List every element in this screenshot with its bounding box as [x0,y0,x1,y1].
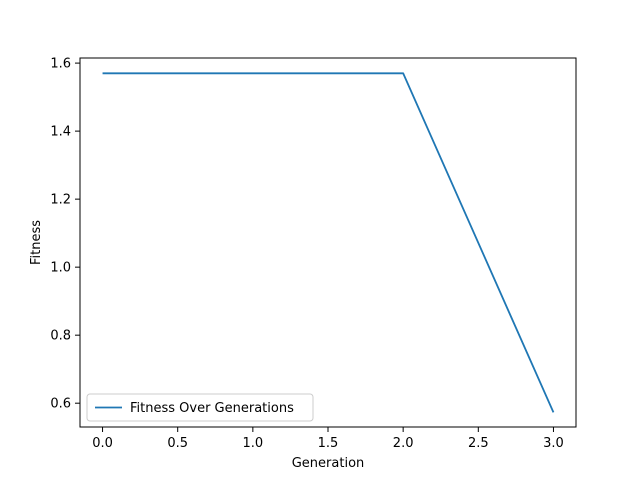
legend-box [86,393,314,422]
x-tick-label: 2.0 [393,436,414,451]
y-tick-label: 0.6 [50,397,71,412]
y-tick-label: 1.0 [50,261,71,276]
y-axis-ticks: 0.6 0.8 1.0 1.2 1.4 1.6 [50,57,80,412]
legend-label: Fitness Over Generations [130,401,294,416]
x-axis-ticks: 0.0 0.5 1.0 1.5 2.0 2.5 3.0 [92,427,564,451]
x-tick-label: 3.0 [543,436,564,451]
y-tick-label: 1.6 [50,57,71,72]
axes-frame [79,57,577,428]
series-line [102,72,555,413]
x-tick-label: 2.5 [468,436,489,451]
x-tick-label: 1.0 [243,436,264,451]
y-axis-label: Fitness [29,220,44,265]
x-tick-label: 0.5 [167,436,188,451]
x-tick-label: 0.0 [92,436,113,451]
y-tick-label: 0.8 [50,329,71,344]
y-tick-label: 1.4 [50,125,71,140]
y-tick-label: 1.2 [50,193,71,208]
x-tick-label: 1.5 [318,436,339,451]
legend: Fitness Over Generations [86,393,314,422]
plot-area [102,72,555,413]
x-axis-label: Generation [292,456,365,471]
